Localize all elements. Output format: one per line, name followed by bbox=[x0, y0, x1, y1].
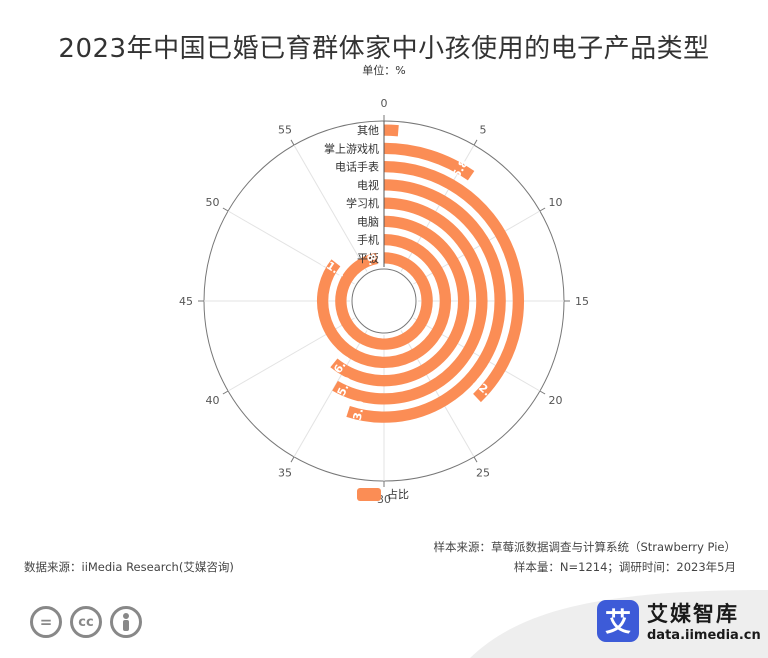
bar-电视 bbox=[346, 179, 506, 423]
polar-tick bbox=[290, 139, 295, 146]
angle-tick-label: 0 bbox=[381, 97, 388, 110]
category-label: 电话手表 bbox=[335, 160, 379, 174]
angle-tick-label: 15 bbox=[575, 295, 589, 308]
sample-meta: 样本量：N=1214；调研时间：2023年5月 bbox=[513, 560, 736, 574]
data-label: 33.0 bbox=[349, 399, 368, 429]
bar-电话手表 bbox=[383, 160, 524, 403]
category-label: 平板 bbox=[357, 251, 379, 265]
category-label: 掌上游戏机 bbox=[324, 141, 379, 155]
data-source: 数据来源：iiMedia Research(艾媒咨询) bbox=[24, 560, 234, 574]
person-icon bbox=[110, 606, 142, 638]
angle-tick-label: 45 bbox=[179, 295, 193, 308]
angle-tick-label: 55 bbox=[278, 124, 292, 137]
legend[interactable]: 占比 bbox=[357, 486, 409, 502]
angle-tick-label: 50 bbox=[206, 196, 220, 209]
brand-url: data.iimedia.cn bbox=[647, 628, 761, 643]
equals-icon: = bbox=[30, 606, 62, 638]
legend-label: 占比 bbox=[387, 488, 409, 501]
polar-tick bbox=[473, 456, 478, 463]
chart-title: 2023年中国已婚已育群体家中小孩使用的电子产品类型 bbox=[58, 34, 710, 64]
bar-电脑 bbox=[330, 215, 470, 387]
angle-tick-label: 10 bbox=[548, 196, 562, 209]
category-label: 电脑 bbox=[357, 215, 379, 228]
sample-source: 样本来源：草莓派数据调查与计算系统（Strawberry Pie） bbox=[433, 540, 736, 554]
angle-tick-label: 35 bbox=[278, 466, 292, 479]
unit-label: 单位：% bbox=[362, 64, 406, 77]
legend-swatch bbox=[357, 487, 381, 501]
polar-inner-ring bbox=[351, 268, 417, 334]
bar-掌上游戏机 bbox=[383, 142, 475, 181]
category-label: 电视 bbox=[357, 178, 379, 192]
category-label: 学习机 bbox=[346, 196, 379, 210]
polar-tick bbox=[539, 207, 546, 212]
angle-tick-label: 25 bbox=[476, 466, 490, 479]
cc-icon: cc bbox=[70, 606, 102, 638]
brand-name: 艾媒智库 bbox=[647, 602, 739, 626]
brand: 艾 艾媒智库 data.iimedia.cn bbox=[597, 598, 761, 643]
polar-tick bbox=[539, 390, 546, 395]
polar-tick bbox=[222, 390, 229, 395]
bar-平板 bbox=[335, 252, 433, 350]
license-icons: = cc bbox=[30, 606, 142, 638]
angle-tick-label: 40 bbox=[206, 394, 220, 407]
brand-logo: 艾 bbox=[597, 599, 639, 642]
angle-tick-label: 5 bbox=[480, 124, 487, 137]
category-label: 手机 bbox=[357, 233, 379, 247]
bar-手机 bbox=[317, 233, 452, 369]
polar-spoke bbox=[293, 144, 368, 272]
bar-学习机 bbox=[332, 197, 488, 405]
bar-其他 bbox=[383, 124, 399, 137]
polar-tick bbox=[473, 139, 478, 146]
angle-tick-label: 20 bbox=[548, 394, 562, 407]
polar-tick bbox=[290, 456, 295, 463]
category-label: 其他 bbox=[357, 124, 379, 137]
polar-tick bbox=[222, 207, 229, 212]
